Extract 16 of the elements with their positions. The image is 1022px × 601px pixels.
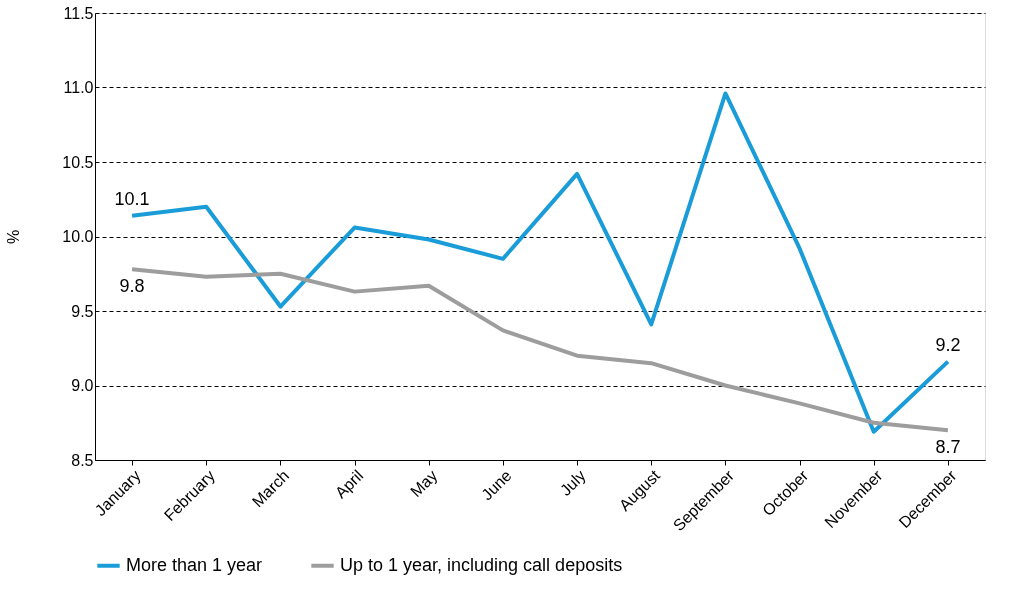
legend-label: Up to 1 year, including call deposits: [340, 554, 623, 575]
y-axis-title: %: [5, 229, 23, 245]
x-tick-label: July: [556, 466, 589, 499]
data-label: 9.8: [119, 276, 145, 297]
y-tick-label: 8.5: [71, 451, 94, 469]
y-tick-label: 11.0: [63, 79, 94, 96]
data-label: 8.7: [935, 437, 961, 458]
data-label: 9.2: [935, 334, 961, 355]
y-tick-label: 9.5: [71, 302, 94, 320]
y-tick-label: 9.0: [71, 377, 94, 394]
y-tick-label: 10.5: [62, 153, 94, 171]
data-label: 10.1: [114, 188, 150, 209]
legend-label: More than 1 year: [126, 554, 263, 575]
x-tick-label: May: [407, 466, 441, 501]
y-tick-label: 11.5: [63, 4, 94, 22]
y-tick-label: 10.0: [62, 228, 94, 245]
